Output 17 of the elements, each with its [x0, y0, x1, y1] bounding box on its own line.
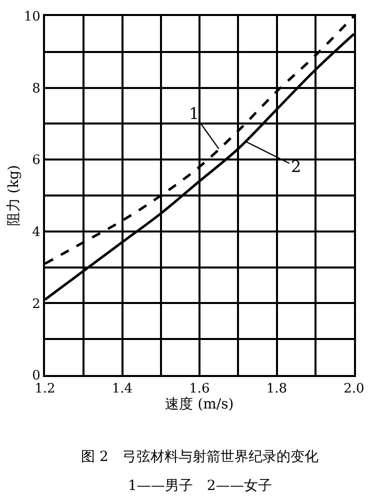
y-tick-label: 0 [32, 368, 40, 384]
x-tick-label: 2.0 [344, 382, 364, 397]
y-tick-label: 8 [32, 81, 40, 96]
x-tick-label: 1.2 [34, 382, 56, 397]
x-tick-label: 1.6 [189, 382, 210, 397]
y-tick-label: 2 [32, 296, 40, 312]
y-axis-title: 阻力 (kg) [6, 165, 22, 226]
text: 1——男子 2——女子 [128, 478, 272, 494]
text: 图 2 弓弦材料与射箭世界纪录的变化 [81, 449, 318, 465]
y-tick-label: 4 [32, 224, 40, 240]
y-tick-label: 6 [32, 153, 40, 168]
annotation: 1 [189, 104, 200, 123]
x-axis-title: 速度 (m/s) [165, 396, 234, 413]
x-tick-label: 1.8 [266, 382, 288, 397]
x-tick-label: 1.4 [112, 382, 133, 397]
y-tick-label: 10 [24, 10, 40, 25]
annotation: 2 [291, 157, 302, 176]
